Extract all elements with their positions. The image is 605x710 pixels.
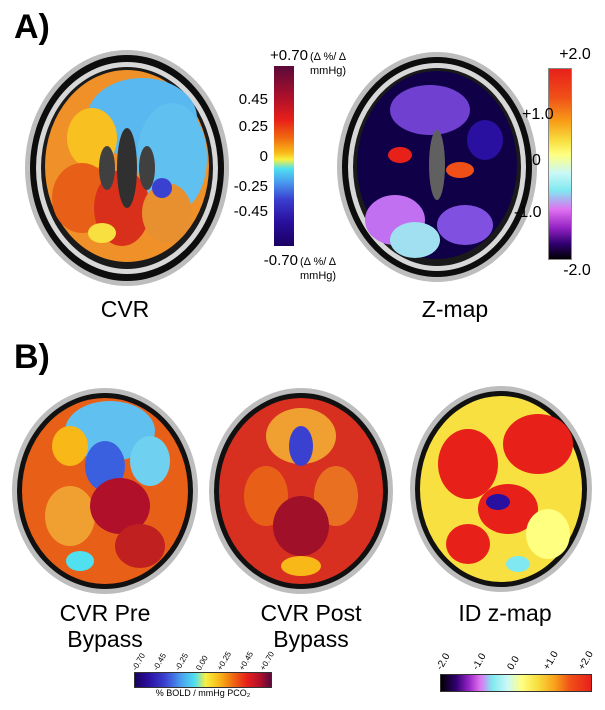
z-tick-4: -2.0 [563,262,591,279]
cvr-scale-bottom-unit: (Δ %/ Δ mmHg) [300,256,337,282]
b-cvr-tick-2: -0.25 [172,651,190,672]
id-zmap-brain-image [410,386,592,592]
cvr-post-brain-image [209,388,393,594]
z-tick-2: 0 [532,152,541,169]
b-z-color-scale [440,674,592,692]
z-tick-1: +1.0 [522,106,554,123]
b-cvr-tick-5: +0.45 [236,649,255,672]
cvr-pre-brain-image [12,388,198,594]
zmap-brain-image [337,52,537,282]
panel-b-label: B) [14,338,50,376]
cvr-brain-image [25,50,229,286]
id-zmap-caption: ID z-map [458,600,552,626]
b-cvr-tick-0: -0.70 [130,651,148,672]
b-z-tick-2: 0.0 [505,654,522,672]
cvr-tick-0: 0.45 [238,91,268,108]
cvr-tick-4: -0.45 [233,203,268,220]
cvr-tick-3: -0.25 [233,178,268,195]
z-tick-0: +2.0 [559,46,591,63]
b-cvr-tick-6: +0.70 [258,649,277,672]
cvr-scale-top: +0.70 [270,47,308,64]
b-cvr-tick-3: 0.00 [194,654,210,672]
cvr-tick-2: 0 [259,148,268,165]
b-z-tick-1: -1.0 [469,651,489,672]
b-cvr-color-scale [134,672,272,688]
cvr-color-scale [274,66,294,246]
cvr-scale-bottom: -0.70 [263,252,298,269]
cvr-caption: CVR [100,296,150,322]
cvr-tick-1: 0.25 [238,118,268,135]
cvr-post-caption: CVR Post Bypass [260,600,362,652]
panel-a-label: A) [14,8,50,46]
cvr-scale-top-unit: (Δ %/ Δ mmHg) [310,51,347,77]
b-z-tick-0: -2.0 [434,651,453,672]
b-cvr-tick-4: +0.25 [215,649,234,672]
b-z-tick-3: +1.0 [540,649,561,672]
b-cvr-scale-ticks: -0.70 -0.45 -0.25 0.00 +0.25 +0.45 +0.70 [130,640,276,674]
b-z-tick-4: +2.0 [576,649,596,672]
b-z-scale-ticks: -2.0 -1.0 0.0 +1.0 +2.0 [434,636,595,674]
b-cvr-scale-unit: % BOLD / mmHg PCO₂ [155,688,251,698]
b-cvr-tick-1: -0.45 [151,651,169,672]
zmap-caption: Z-map [421,296,489,322]
cvr-pre-caption: CVR Pre Bypass [59,600,151,652]
zmap-color-scale [548,68,572,260]
z-tick-3: -1.0 [514,204,542,221]
